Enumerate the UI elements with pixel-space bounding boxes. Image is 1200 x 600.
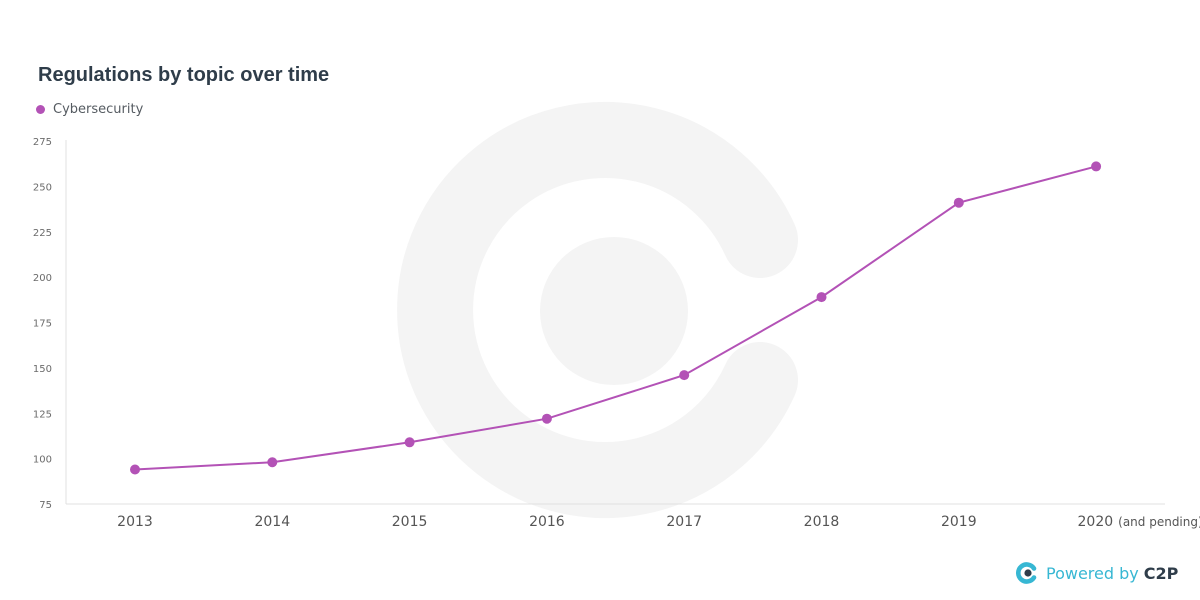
x-tick-label: 2020 (and pending) xyxy=(1078,514,1200,530)
powered-by-brand: C2P xyxy=(1143,563,1179,583)
data-point[interactable] xyxy=(816,292,827,303)
x-tick-label-year: 2014 xyxy=(254,514,290,530)
c2p-logo-icon xyxy=(1016,562,1037,584)
x-tick-label: 2013 xyxy=(117,514,153,530)
x-tick-label-year: 2020 xyxy=(1078,514,1114,530)
x-tick-label: 2014 xyxy=(254,514,290,530)
powered-by-footer[interactable]: Powered by C2P xyxy=(1016,560,1178,586)
data-point[interactable] xyxy=(130,464,140,475)
data-point[interactable] xyxy=(267,457,278,468)
x-tick-label-year: 2017 xyxy=(666,514,702,530)
legend[interactable]: Cybersecurity xyxy=(36,102,143,117)
y-tick-label: 150 xyxy=(33,364,52,375)
series-line-cybersecurity xyxy=(134,165,1097,471)
x-tick-label: 2018 xyxy=(804,514,840,530)
data-point[interactable] xyxy=(679,370,690,381)
x-tick-label-year: 2016 xyxy=(529,514,565,530)
x-tick-labels: 2013 2014 2015 2016 2017 2018 2019 2020 (and pen… xyxy=(117,514,1200,530)
x-tick-label-year: 2013 xyxy=(117,514,153,530)
y-tick-label: 125 xyxy=(33,409,52,420)
x-tick-label-suffix: (and pending) xyxy=(1118,515,1200,529)
x-tick-label-year: 2018 xyxy=(804,514,840,530)
data-point[interactable] xyxy=(541,413,552,424)
x-tick-label: 2016 xyxy=(529,514,565,530)
legend-label-cybersecurity: Cybersecurity xyxy=(53,102,144,117)
x-tick-label-year: 2019 xyxy=(941,514,977,530)
series-layer xyxy=(130,161,1102,475)
y-tick-label: 250 xyxy=(33,182,52,193)
chart-axes xyxy=(65,140,1165,505)
y-tick-label: 275 xyxy=(33,137,52,148)
y-tick-label: 75 xyxy=(39,500,52,511)
watermark-center-dot-icon xyxy=(540,237,688,385)
y-tick-label: 175 xyxy=(33,319,52,330)
watermark-ring-icon xyxy=(397,102,798,518)
y-tick-label: 200 xyxy=(33,273,52,284)
legend-marker-cybersecurity xyxy=(36,105,45,114)
y-tick-label: 100 xyxy=(33,455,52,466)
x-tick-label: 2015 xyxy=(392,514,428,530)
y-tick-label: 225 xyxy=(33,228,52,239)
x-tick-label: 2019 xyxy=(941,514,977,530)
x-tick-label-year: 2015 xyxy=(392,514,428,530)
data-point[interactable] xyxy=(953,197,964,208)
data-point[interactable] xyxy=(1091,161,1102,172)
x-tick-label: 2017 xyxy=(666,514,702,530)
chart-title: Regulations by topic over time xyxy=(38,64,330,86)
data-point[interactable] xyxy=(404,437,415,448)
y-tick-labels: 75 100 125 150 175 200 225 250 275 xyxy=(33,137,52,511)
powered-by-text: Powered by xyxy=(1046,563,1139,583)
c-logo-watermark-icon xyxy=(397,102,798,518)
